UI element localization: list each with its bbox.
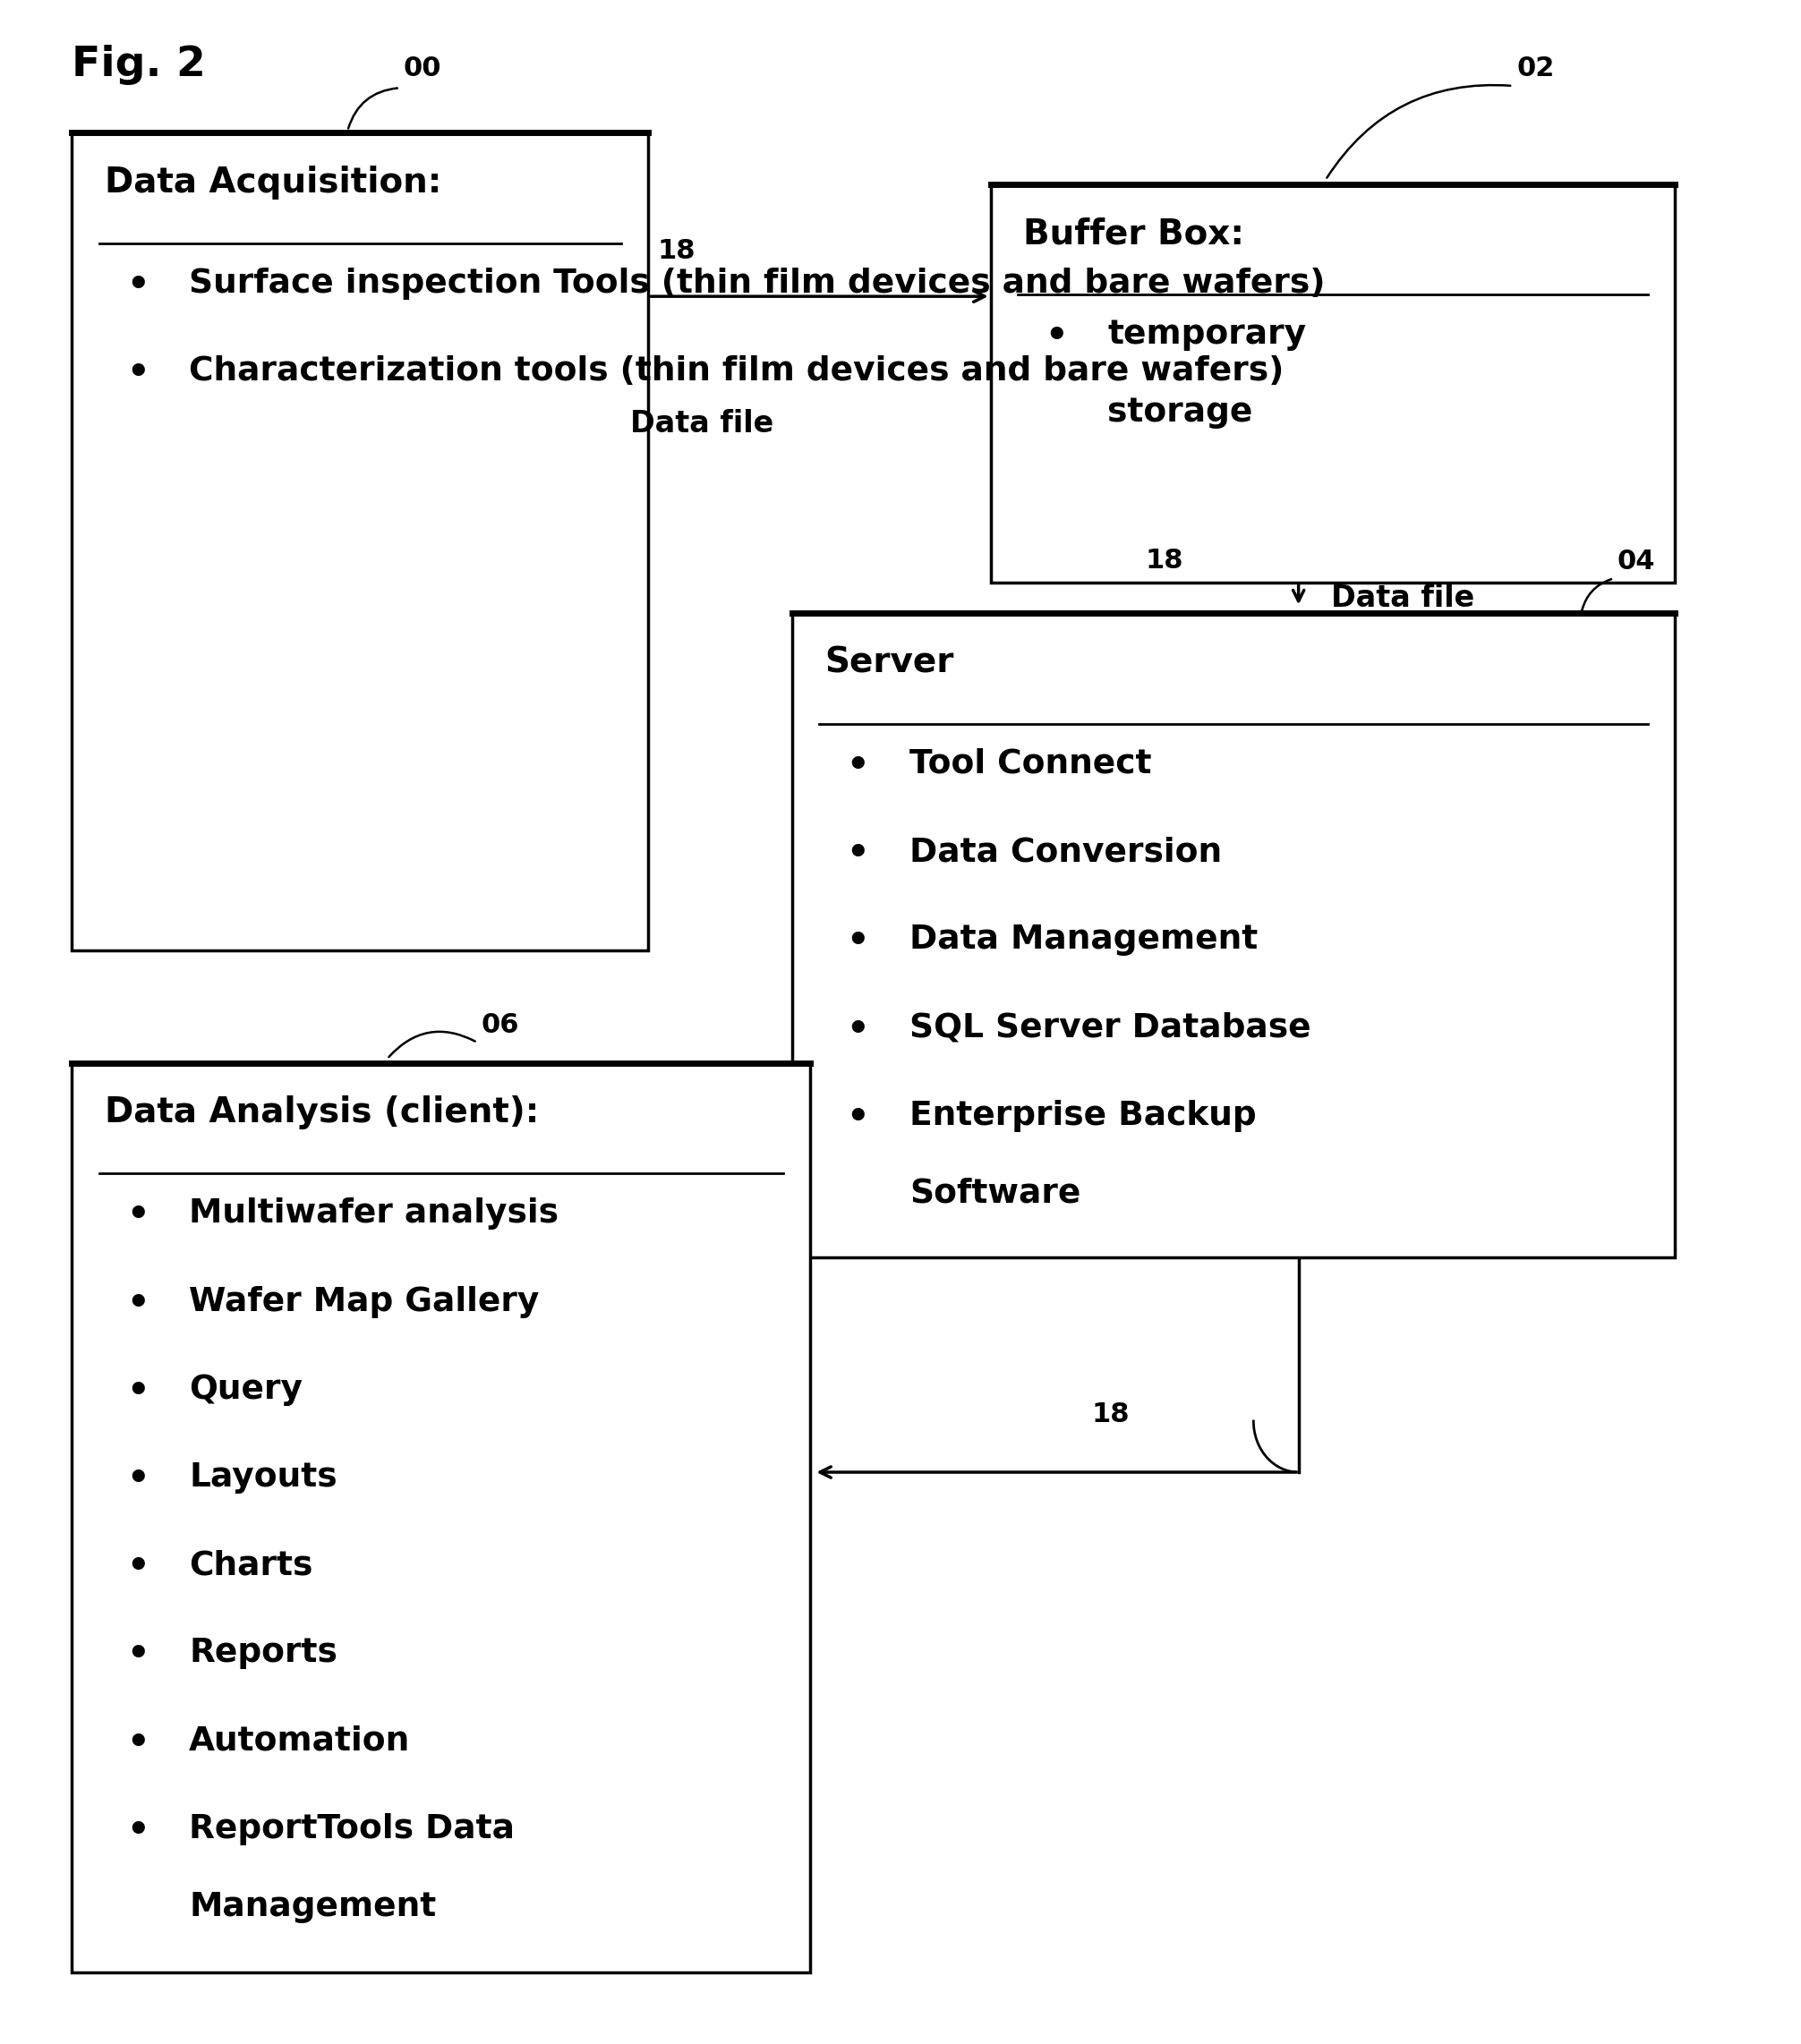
Text: Surface inspection Tools (thin film devices and bare wafers): Surface inspection Tools (thin film devi… — [189, 268, 1326, 300]
Text: •: • — [126, 1374, 149, 1410]
Text: •: • — [126, 1725, 149, 1762]
Text: •: • — [846, 836, 870, 873]
Text: Data Analysis (client):: Data Analysis (client): — [104, 1096, 538, 1130]
Text: Reports: Reports — [189, 1637, 337, 1670]
Text: 02: 02 — [1516, 55, 1554, 82]
Text: •: • — [126, 1813, 149, 1850]
Bar — [72, 1063, 810, 1972]
Text: 18: 18 — [657, 237, 695, 264]
Text: •: • — [126, 1637, 149, 1674]
Text: SQL Server Database: SQL Server Database — [910, 1012, 1311, 1044]
Bar — [72, 133, 648, 950]
Text: Characterization tools (thin film devices and bare wafers): Characterization tools (thin film device… — [189, 356, 1284, 388]
Text: 00: 00 — [403, 55, 441, 82]
Text: •: • — [846, 924, 870, 961]
Text: temporary: temporary — [1108, 319, 1306, 352]
Text: Server: Server — [825, 646, 955, 681]
Text: •: • — [126, 1198, 149, 1235]
Text: Enterprise Backup: Enterprise Backup — [910, 1100, 1257, 1132]
Bar — [792, 613, 1675, 1257]
Text: Charts: Charts — [189, 1549, 313, 1582]
Text: Tool Connect: Tool Connect — [910, 748, 1151, 781]
Text: •: • — [846, 748, 870, 785]
Text: •: • — [846, 1012, 870, 1049]
Text: Management: Management — [189, 1891, 436, 1923]
Text: 06: 06 — [481, 1012, 519, 1038]
Text: storage: storage — [1108, 397, 1253, 429]
Text: Data Acquisition:: Data Acquisition: — [104, 166, 441, 200]
Text: Automation: Automation — [189, 1725, 411, 1758]
Text: Multiwafer analysis: Multiwafer analysis — [189, 1198, 558, 1230]
Text: •: • — [126, 268, 149, 305]
Text: Data Conversion: Data Conversion — [910, 836, 1223, 869]
Text: •: • — [126, 1286, 149, 1322]
Text: •: • — [846, 1100, 870, 1136]
Text: 18: 18 — [1091, 1402, 1129, 1427]
Text: 04: 04 — [1617, 548, 1655, 574]
Text: Query: Query — [189, 1374, 303, 1406]
Text: 18: 18 — [1145, 548, 1183, 572]
Text: •: • — [126, 1461, 149, 1498]
Text: Data Management: Data Management — [910, 924, 1257, 957]
Text: •: • — [126, 1549, 149, 1586]
Text: ReportTools Data: ReportTools Data — [189, 1813, 515, 1846]
Text: Wafer Map Gallery: Wafer Map Gallery — [189, 1286, 540, 1318]
Text: Data file: Data file — [630, 409, 774, 437]
Text: Fig. 2: Fig. 2 — [72, 45, 205, 86]
Text: Layouts: Layouts — [189, 1461, 337, 1494]
Text: Software: Software — [910, 1177, 1081, 1210]
Text: •: • — [1045, 319, 1068, 356]
Text: Data file: Data file — [1331, 583, 1475, 613]
Text: Buffer Box:: Buffer Box: — [1023, 217, 1244, 251]
Bar — [991, 184, 1675, 583]
Text: •: • — [126, 356, 149, 392]
